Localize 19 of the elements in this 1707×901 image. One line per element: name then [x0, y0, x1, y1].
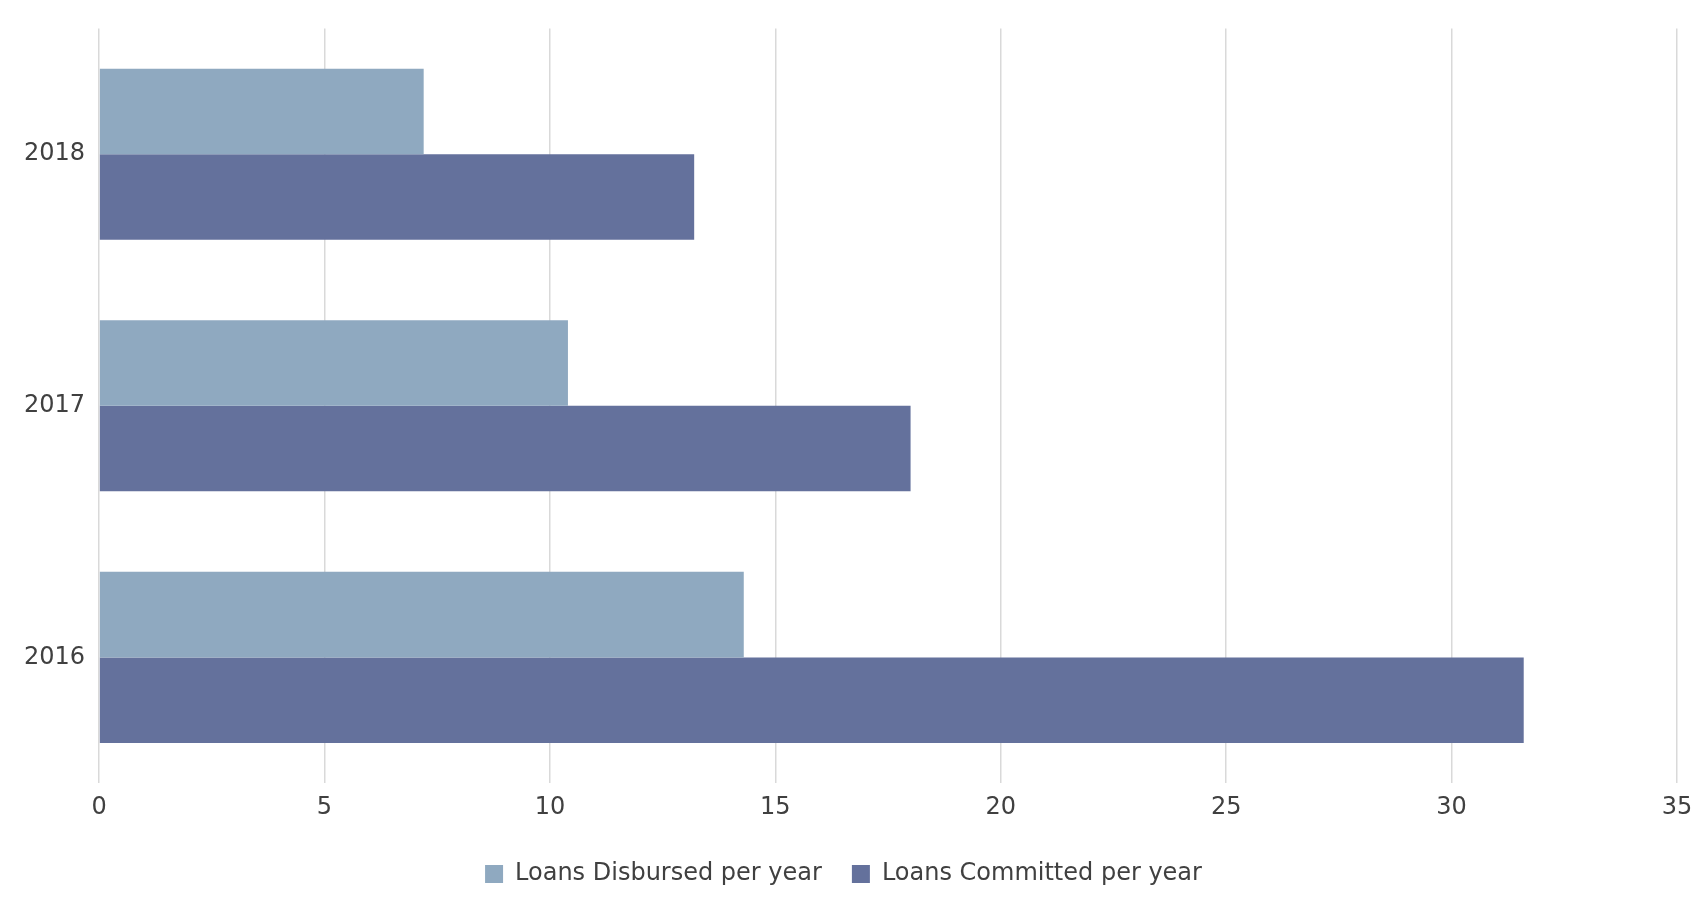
x-tick-label: 5 — [316, 791, 333, 820]
bar — [99, 320, 568, 406]
x-tick-label: 25 — [1210, 791, 1242, 820]
x-tick-label: 0 — [91, 791, 107, 820]
bar — [99, 405, 911, 492]
bar — [99, 657, 1524, 743]
x-tick-label: 35 — [1661, 791, 1693, 820]
bar — [99, 154, 695, 240]
y-tick-label: 2018 — [24, 138, 86, 167]
x-tick-label: 30 — [1436, 791, 1467, 820]
y-tick-label: 2017 — [24, 390, 86, 419]
x-tick-label: 15 — [760, 791, 791, 820]
legend-label: Loans Committed per year — [881, 858, 1203, 887]
bar — [99, 571, 744, 658]
x-tick-label: 20 — [985, 791, 1017, 820]
legend-label: Loans Disbursed per year — [515, 858, 823, 887]
bar — [99, 68, 424, 155]
x-tick-label: 10 — [534, 791, 566, 820]
y-tick-label: 2016 — [24, 641, 86, 670]
